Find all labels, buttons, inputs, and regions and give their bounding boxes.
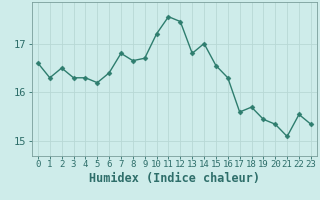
X-axis label: Humidex (Indice chaleur): Humidex (Indice chaleur) [89,172,260,185]
